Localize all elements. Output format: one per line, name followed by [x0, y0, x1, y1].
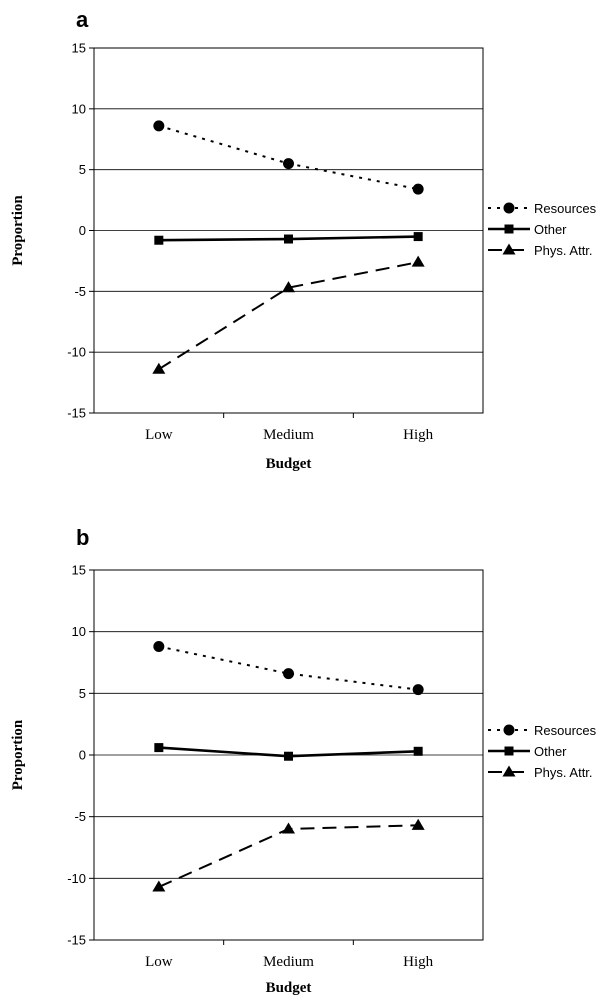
series-line: [158, 124, 419, 191]
x-tick-label: Medium: [263, 954, 314, 970]
x-tick-label: High: [403, 427, 434, 443]
data-point: [283, 668, 294, 680]
panel-label: a: [76, 7, 89, 32]
data-point: [283, 158, 294, 170]
y-axis-title: Proportion: [10, 195, 26, 266]
legend-marker: [502, 243, 516, 255]
legend-label: Phys. Attr.: [534, 765, 593, 780]
legend-marker: [502, 765, 516, 777]
chart-panel-a: a 15 10 5 0 -5 -10 -15 Low Medium High Budget Propor…: [10, 7, 597, 472]
data-point: [284, 234, 293, 244]
chart-panel-b: b 15 10 5 0 -5 -10 -15 Low Medium High Budget Propor…: [10, 525, 597, 995]
y-tick-label: 5: [79, 686, 86, 701]
x-axis-title: Budget: [266, 980, 312, 995]
data-point: [153, 640, 165, 652]
legend-marker: [504, 746, 514, 756]
data-point: [413, 232, 423, 242]
y-tick-label: -5: [74, 284, 86, 299]
y-axis-title: Proportion: [10, 719, 26, 790]
legend: Resources Other Phys. Attr.: [488, 723, 597, 780]
data-point: [152, 362, 166, 374]
data-point: [412, 183, 424, 195]
x-axis-title: Budget: [266, 456, 312, 472]
y-tick-label: 0: [79, 223, 86, 238]
y-tick-label: 0: [79, 748, 86, 763]
series-phys-attr: [152, 818, 425, 892]
legend-label: Resources: [534, 723, 597, 738]
series-resources: [153, 640, 424, 696]
legend: Resources Other Phys. Attr.: [488, 201, 597, 258]
data-point: [411, 818, 425, 830]
y-tick-label: -15: [67, 406, 86, 421]
panel-label: b: [76, 525, 89, 550]
legend-label: Phys. Attr.: [534, 243, 593, 258]
legend-label: Other: [534, 744, 567, 759]
x-tick-label: Medium: [263, 427, 314, 443]
x-tick-label: Low: [145, 427, 173, 443]
data-point: [412, 684, 424, 696]
data-point: [152, 880, 166, 892]
y-tick-label: -15: [67, 933, 86, 948]
y-tick-label: 15: [72, 41, 86, 56]
legend-marker: [503, 202, 515, 214]
data-point: [411, 255, 425, 267]
y-tick-label: -10: [67, 345, 86, 360]
y-tick-label: -5: [74, 809, 86, 824]
data-point: [282, 822, 295, 834]
series-line: [158, 824, 419, 888]
series-other: [154, 743, 423, 761]
y-tick-label: 10: [72, 624, 86, 639]
y-tick-label: 10: [72, 101, 86, 116]
data-point: [154, 743, 164, 753]
x-tick-label: Low: [145, 954, 173, 970]
series-phys-attr: [152, 255, 425, 374]
data-point: [153, 120, 165, 132]
data-point: [282, 281, 295, 293]
y-tick-label: 5: [79, 162, 86, 177]
data-point: [413, 746, 423, 756]
series-resources: [153, 120, 424, 195]
legend-marker: [504, 224, 514, 234]
series-other: [154, 232, 423, 245]
legend-marker: [503, 724, 515, 736]
plot-frame: [93, 569, 484, 941]
y-tick-label: -10: [67, 871, 86, 886]
data-point: [154, 235, 164, 245]
x-tick-label: High: [403, 954, 434, 970]
plot-frame: [93, 47, 484, 414]
series-line: [158, 261, 419, 371]
y-tick-label: 15: [72, 563, 86, 578]
legend-label: Resources: [534, 201, 597, 216]
data-point: [284, 751, 293, 761]
legend-label: Other: [534, 222, 567, 237]
series-line: [158, 645, 419, 691]
